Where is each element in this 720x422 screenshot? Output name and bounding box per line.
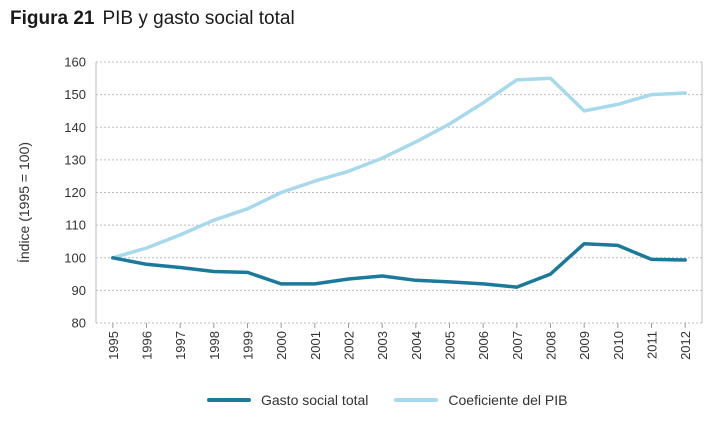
x-tick-label-1995: 1995: [106, 331, 121, 360]
y-tick-label-100: 100: [64, 250, 86, 265]
x-tick-label-2010: 2010: [611, 331, 626, 360]
x-tick-label-2011: 2011: [645, 331, 660, 359]
y-tick-label-80: 80: [72, 316, 86, 331]
x-tick-label-2012: 2012: [678, 331, 693, 360]
x-tick-label-2006: 2006: [476, 331, 491, 360]
y-tick-label-160: 160: [64, 55, 86, 70]
x-tick-label-2004: 2004: [409, 331, 424, 360]
legend-swatch-gasto: [207, 398, 251, 402]
legend-label-pib: Coeficiente del PIB: [448, 392, 568, 408]
x-tick-label-2008: 2008: [544, 331, 559, 360]
line-chart: 80 90 100 110 120 130 140 150 160 1995 1996 1997 199…: [16, 55, 703, 360]
y-axis-title: Índice (1995 = 100): [16, 142, 32, 263]
y-tick-label-120: 120: [64, 185, 86, 200]
legend-item-pib: Coeficiente del PIB: [394, 392, 567, 408]
series-line-gasto-social: [111, 241, 687, 289]
legend-label-gasto: Gasto social total: [261, 392, 369, 408]
y-tick-label-130: 130: [64, 152, 86, 167]
y-tick-label-90: 90: [72, 283, 86, 298]
figure-label: Figura 21: [10, 8, 95, 29]
x-tick-label-1999: 1999: [241, 331, 256, 360]
y-tick-label-150: 150: [64, 87, 86, 102]
figure-title: Figura 21 PIB y gasto social total: [10, 8, 295, 30]
x-tick-label-2009: 2009: [577, 331, 592, 360]
series-line-coeficiente-pib: [111, 76, 687, 260]
legend-swatch-pib: [394, 398, 439, 402]
x-tick-label-2003: 2003: [375, 331, 390, 360]
x-tick-label-2000: 2000: [274, 331, 289, 360]
x-tick-label-2005: 2005: [443, 331, 458, 360]
x-tick-label-2001: 2001: [308, 331, 323, 360]
x-tick-label-1996: 1996: [140, 331, 155, 360]
x-tick-label-1997: 1997: [173, 331, 188, 360]
y-tick-label-140: 140: [64, 120, 86, 135]
chart-legend: Gasto social total Coeficiente del PIB: [207, 392, 593, 408]
legend-item-gasto: Gasto social total: [207, 392, 368, 408]
x-tick-label-1998: 1998: [207, 331, 222, 360]
figure-title-text: PIB y gasto social total: [102, 8, 295, 29]
y-tick-label-110: 110: [65, 218, 86, 233]
x-tick-label-2007: 2007: [510, 331, 525, 360]
x-tick-label-2002: 2002: [342, 331, 357, 360]
